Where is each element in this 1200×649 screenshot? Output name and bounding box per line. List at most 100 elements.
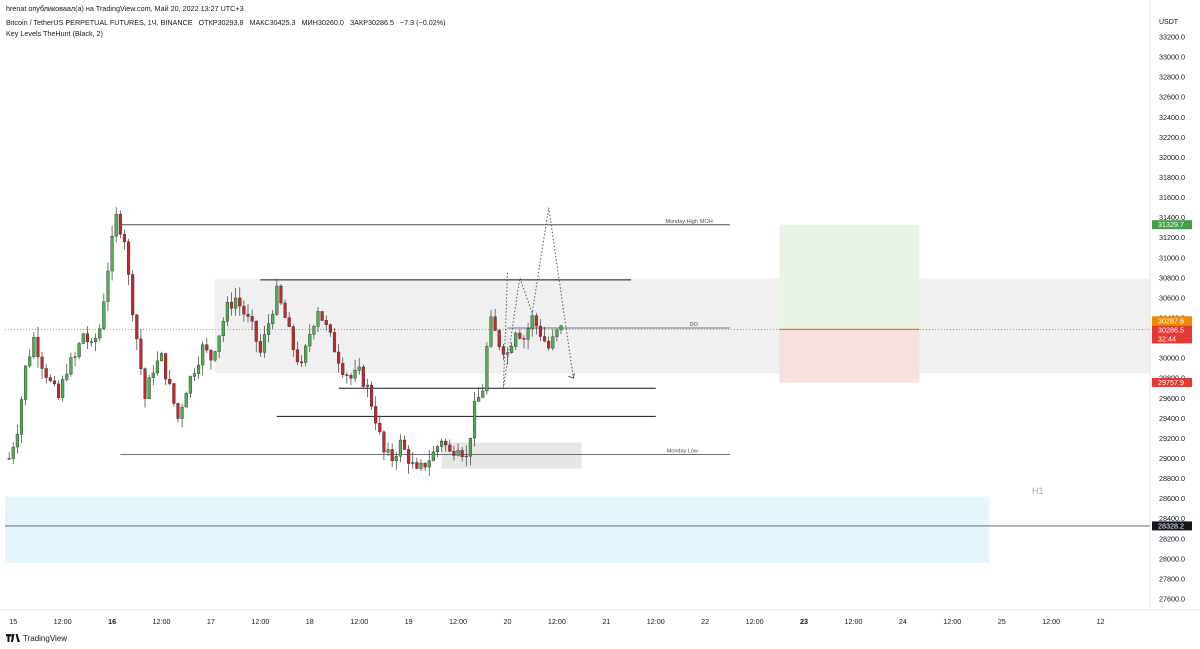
candle-body-2022-05-15T13:00 — [65, 373, 69, 380]
candle-body-2022-05-19T10:00 — [448, 444, 452, 452]
candle-body-2022-05-19T06:00 — [431, 451, 435, 461]
published-line: hrenat опубликоваал(а) на TradingView.co… — [6, 4, 244, 13]
candle-body-2022-05-15T10:00 — [52, 380, 56, 385]
y-tick-label: 27600.0 — [1159, 595, 1185, 604]
y-tick-label: 30600.0 — [1159, 293, 1185, 302]
x-tick-label: 12:00 — [647, 617, 665, 626]
symbol-name[interactable]: Bitcoin / TetherUS PERPETUAL FUTURES, 1Ч… — [6, 18, 193, 27]
candle-body-2022-05-17T16:00 — [275, 285, 279, 315]
long-stop-zone — [779, 329, 920, 383]
candle-body-2022-05-18T18:00 — [382, 431, 386, 453]
candle-body-2022-05-16T13:00 — [164, 353, 168, 380]
y-tick-label: 32800.0 — [1159, 73, 1185, 82]
small-grey-zone — [441, 442, 582, 469]
candle-body-2022-05-19T15:00 — [468, 437, 472, 457]
candle-body-2022-05-19T21:00 — [493, 316, 497, 331]
candle-body-2022-05-15T20:00 — [94, 337, 98, 342]
candle-body-2022-05-19T02:00 — [415, 462, 419, 469]
candle-body-2022-05-16T00:00 — [110, 235, 114, 272]
x-tick-label: 19 — [405, 617, 413, 626]
candle-body-2022-05-17T17:00 — [279, 285, 283, 304]
candle-body-2022-05-15T02:00 — [19, 399, 24, 435]
y-tick-label: 32000.0 — [1159, 153, 1185, 162]
y-tick-label: 32400.0 — [1159, 113, 1185, 122]
y-tick-label: 28600.0 — [1159, 494, 1185, 503]
ohlc-change: −7.3 (−0.02%) — [399, 18, 446, 27]
candle-body-2022-05-16T14:00 — [168, 378, 172, 384]
x-tick-label: 12:00 — [1042, 617, 1060, 626]
y-tick-label: 29400.0 — [1159, 414, 1185, 423]
candle-body-2022-05-20T11:00 — [551, 336, 555, 349]
candle-body-2022-05-17T14:00 — [267, 323, 271, 335]
candle-body-2022-05-19T03:00 — [419, 462, 423, 469]
x-tick-label: 24 — [899, 617, 907, 626]
ohlc-close: ЗАКР30286.5 — [349, 18, 394, 27]
candle-body-2022-05-15T18:00 — [85, 333, 89, 343]
candle-body-2022-05-15T17:00 — [81, 333, 85, 344]
candle-body-2022-05-16T08:00 — [143, 368, 147, 399]
candle-body-2022-05-16T07:00 — [139, 338, 143, 369]
candle-body-2022-05-16T04:00 — [127, 241, 131, 275]
candle-body-2022-05-17T20:00 — [291, 326, 295, 350]
candle-body-2022-05-20T09:00 — [542, 336, 547, 342]
candle-body-2022-05-15T23:00 — [106, 270, 110, 302]
price-label-text: 31329.7 — [1158, 220, 1184, 229]
candle-body-2022-05-17T09:00 — [246, 313, 250, 317]
projection-arrowhead — [568, 373, 575, 379]
price-label-text: 30287.6 — [1158, 316, 1184, 325]
tradingview-brand: TradingView — [6, 634, 67, 643]
candle-body-2022-05-18T15:00 — [370, 384, 374, 407]
y-tick-label: 31400.0 — [1159, 213, 1185, 222]
y-tick-label: 31000.0 — [1159, 253, 1185, 262]
candle-body-2022-05-16T05:00 — [131, 274, 135, 316]
x-tick-label: 12 — [1097, 617, 1105, 626]
candle-body-2022-05-19T18:00 — [481, 390, 485, 398]
candle-body-2022-05-19T05:00 — [427, 460, 431, 468]
tradingview-logo-icon — [6, 634, 20, 642]
indicator-name[interactable]: Key Levels TheHunt (Black, 2) — [6, 29, 103, 38]
candle-body-2022-05-16T06:00 — [135, 314, 139, 340]
x-tick-label: 18 — [306, 617, 314, 626]
y-tick-label: 29200.0 — [1159, 434, 1185, 443]
candle-body-2022-05-15T22:00 — [102, 301, 106, 329]
Monday High-tag: MOH — [700, 219, 713, 225]
y-tick-label: 31600.0 — [1159, 193, 1185, 202]
candle-body-2022-05-19T11:00 — [452, 451, 456, 456]
candle-body-2022-05-16T01:00 — [114, 213, 118, 237]
candle-body-2022-05-19T00:00 — [407, 449, 411, 464]
candle-body-2022-05-17T08:00 — [242, 305, 246, 315]
x-tick-label: 12:00 — [350, 617, 368, 626]
candle-body-2022-05-16T15:00 — [172, 383, 176, 404]
candle-body-2022-05-19T09:00 — [444, 440, 448, 446]
candle-body-2022-05-20T01:00 — [510, 346, 514, 353]
candle-body-2022-05-18T09:00 — [345, 374, 349, 376]
y-tick-label: 30800.0 — [1159, 273, 1185, 282]
candle-body-2022-05-19T22:00 — [497, 330, 501, 347]
candle-body-2022-05-19T13:00 — [460, 450, 464, 457]
candle-body-2022-05-18T16:00 — [374, 406, 378, 424]
candle-body-2022-05-17T13:00 — [262, 334, 267, 353]
candle-body-2022-05-17T02:00 — [217, 335, 221, 352]
x-tick-label: 12:00 — [153, 617, 171, 626]
candle-body-2022-05-18T23:00 — [402, 439, 407, 450]
range-zone — [215, 278, 1150, 374]
candles-layer — [7, 207, 563, 477]
indicator-legend: Key Levels TheHunt (Black, 2) — [6, 29, 107, 39]
candle-body-2022-05-19T07:00 — [435, 446, 440, 453]
candle-body-2022-05-19T08:00 — [440, 440, 444, 447]
candle-body-2022-05-18T12:00 — [357, 366, 361, 371]
candle-body-2022-05-18T04:00 — [324, 320, 328, 325]
candle-body-2022-05-16T17:00 — [180, 406, 184, 419]
Monday High-label: Monday High — [665, 219, 697, 225]
candle-body-2022-05-17T07:00 — [238, 297, 242, 307]
candle-body-2022-05-15T16:00 — [77, 343, 81, 357]
candle-body-2022-05-17T15:00 — [271, 314, 275, 325]
candle-body-2022-05-20T03:00 — [518, 332, 522, 339]
candle-body-2022-05-18T06:00 — [332, 332, 337, 353]
candle-body-2022-05-19T04:00 — [423, 462, 427, 468]
candle-body-2022-05-18T14:00 — [365, 384, 370, 387]
x-tick-label: 17 — [207, 617, 215, 626]
candle-body-2022-05-18T05:00 — [328, 324, 332, 333]
candle-body-2022-05-17T12:00 — [258, 341, 262, 353]
